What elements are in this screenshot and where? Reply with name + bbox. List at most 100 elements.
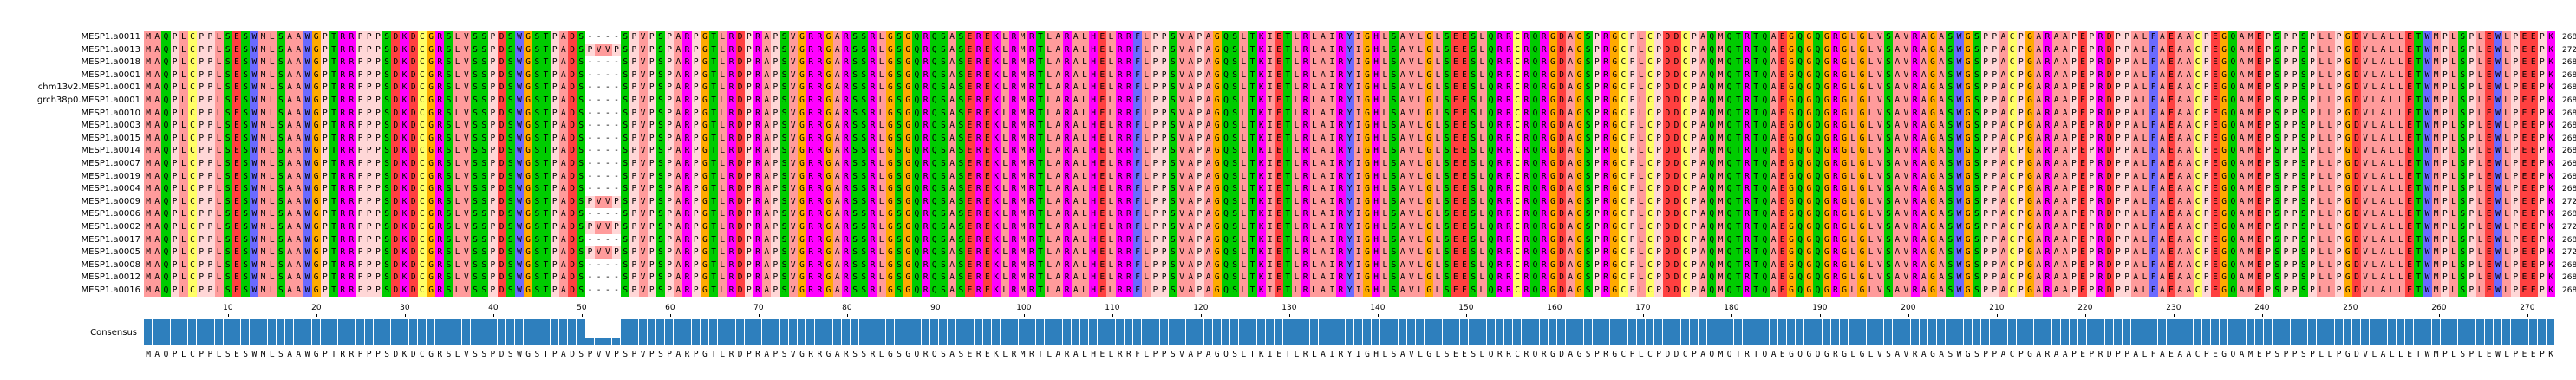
sequence-name[interactable]: MESP1.a0004 <box>81 184 140 194</box>
sequence-name[interactable]: MESP1.a0006 <box>81 209 140 219</box>
residue-cell: C <box>1619 145 1628 158</box>
residue-cell: S <box>1583 208 1593 221</box>
residue-cell: S <box>1389 107 1399 121</box>
residue-cell: R <box>347 170 356 184</box>
residue-cell: D <box>408 208 418 221</box>
residue-cell: Q <box>161 220 171 234</box>
residue-cell: P <box>647 246 656 259</box>
residue-cell: G <box>797 183 807 196</box>
sequence-name[interactable]: grch38p0.MESP1.a0001 <box>36 95 140 105</box>
sequence-name[interactable]: MESP1.a0014 <box>81 146 140 156</box>
sequence-name[interactable]: MESP1.a0019 <box>81 171 140 181</box>
sequence-name[interactable]: MESP1.a0001 <box>81 69 140 80</box>
residue-cell: D <box>1557 56 1567 69</box>
residue-cell: R <box>1009 69 1019 82</box>
residue-cell: T <box>541 43 551 57</box>
residue-cell: C <box>1680 183 1690 196</box>
residue-cell: V <box>1875 220 1884 234</box>
residue-cell: L <box>1045 246 1054 259</box>
residue-cell: R <box>2043 157 2052 171</box>
sequence-name[interactable]: MESP1.a0018 <box>81 57 140 68</box>
residue-cell: C <box>187 56 198 69</box>
sequence-name[interactable]: MESP1.a0005 <box>81 247 140 258</box>
residue-cell: M <box>1716 120 1725 133</box>
residue-cell: L <box>1001 82 1010 95</box>
residue-cell: A <box>2157 132 2167 146</box>
residue-cell: A <box>1893 195 1902 209</box>
sequence-name[interactable]: MESP1.a0003 <box>81 121 140 131</box>
sequence-name[interactable]: MESP1.a0015 <box>81 133 140 143</box>
residue-cell: G <box>700 107 709 121</box>
sequence-name[interactable]: MESP1.a0017 <box>81 234 140 245</box>
residue-cell: D <box>408 69 418 82</box>
residue-cell: C <box>2007 69 2017 82</box>
residue-cell: A <box>1937 69 1947 82</box>
residue-cell: D <box>1663 69 1673 82</box>
residue-cell: A <box>2184 208 2194 221</box>
residue-cell: L <box>718 132 727 146</box>
residue-cell: S <box>1389 56 1399 69</box>
residue-cell: W <box>2493 94 2503 108</box>
residue-cell: C <box>417 157 427 171</box>
residue-cell: K <box>2547 246 2556 259</box>
sequence-name[interactable]: MESP1.a0009 <box>81 196 140 206</box>
residue-cell: S <box>1442 94 1451 108</box>
residue-cell: S <box>1168 94 1177 108</box>
residue-cell: S <box>470 170 480 184</box>
residue-cell: F <box>2149 94 2158 108</box>
residue-cell: V <box>638 107 648 121</box>
residue-cell: E <box>232 208 242 221</box>
residue-cell: A <box>2175 31 2185 44</box>
residue-cell: Q <box>161 195 171 209</box>
residue-cell: R <box>815 145 825 158</box>
sequence-name[interactable]: MESP1.a0002 <box>81 221 140 232</box>
residue-cell: G <box>903 31 913 44</box>
sequence-name[interactable]: MESP1.a0011 <box>81 32 140 42</box>
sequence-name[interactable]: MESP1.a0010 <box>81 108 140 118</box>
sequence-name[interactable]: MESP1.a0008 <box>81 259 140 270</box>
residue-cell: R <box>815 208 825 221</box>
residue-cell: T <box>1248 120 1257 133</box>
residue-cell: P <box>2123 208 2132 221</box>
sequence-name[interactable]: chm13v2.MESP1.a0001 <box>37 82 140 93</box>
residue-cell: R <box>921 132 930 146</box>
sequence-name[interactable]: MESP1.a0016 <box>81 285 140 295</box>
residue-cell: P <box>744 56 753 69</box>
residue-cell: L <box>453 233 462 247</box>
residue-cell: A <box>1071 69 1080 82</box>
residue-cell: G <box>1425 120 1434 133</box>
residue-cell: T <box>1283 56 1293 69</box>
sequence-name[interactable]: MESP1.a0013 <box>81 44 140 55</box>
residue-cell: G <box>1840 120 1849 133</box>
residue-cell: T <box>541 195 551 209</box>
residue-cell: L <box>2449 157 2459 171</box>
residue-cell: G <box>797 94 807 108</box>
residue-cell: F <box>2149 43 2158 57</box>
residue-cell: P <box>373 246 383 259</box>
residue-cell: S <box>859 246 869 259</box>
residue-cell: E <box>1459 132 1470 146</box>
sequence-name[interactable]: MESP1.a0012 <box>81 272 140 283</box>
sequence-name[interactable]: MESP1.a0007 <box>81 158 140 168</box>
residue-cell: A <box>948 132 957 146</box>
